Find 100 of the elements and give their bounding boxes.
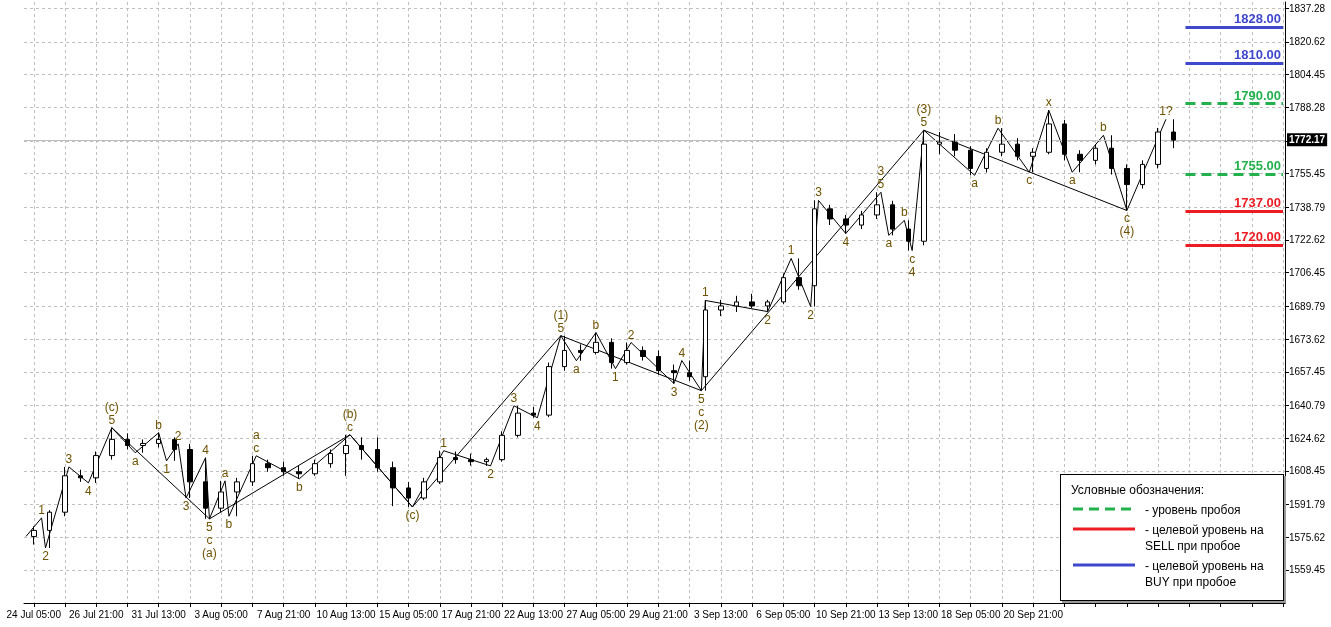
annotation: 3 (877, 164, 885, 179)
annotation: 1? (1159, 104, 1173, 119)
x-tick-label: 6 Sep 05:00 (756, 608, 811, 620)
x-tick-label: 13 Sep 13:00 (878, 608, 939, 620)
annotation: a (1068, 173, 1076, 188)
x-tick-label: 3 Aug 05:00 (194, 608, 249, 620)
annotation: c (909, 251, 916, 266)
y-tick-label: 1820.62 (1289, 36, 1326, 48)
x-tick-label: 26 Jul 21:00 (68, 608, 124, 620)
annotation: 4 (534, 418, 542, 433)
annotation: 1 (440, 435, 448, 450)
y-tick-label: 1689.79 (1289, 300, 1326, 312)
annotation: b (901, 205, 909, 220)
ref-line-label: 1810.00 (1234, 47, 1282, 63)
ref-line-label: 1772.17 (1289, 134, 1326, 146)
ref-line-label: 1790.00 (1234, 87, 1282, 103)
y-tick-label: 1706.45 (1289, 267, 1326, 279)
annotation: 3 (815, 185, 823, 200)
annotation: c (1123, 211, 1130, 226)
x-tick-label: 15 Aug 05:00 (379, 608, 439, 620)
x-tick-label: 22 Aug 13:00 (504, 608, 564, 620)
annotation: a (971, 176, 979, 191)
annotation: 1 (38, 502, 46, 517)
x-tick-label: 29 Aug 21:00 (628, 608, 689, 620)
annotation: Условные обозначения: (1071, 483, 1205, 498)
annotation: 2 (174, 428, 182, 443)
y-tick-label: 1575.62 (1289, 531, 1326, 543)
annotation: 2 (764, 312, 772, 327)
annotation: c (346, 419, 353, 434)
annotation: b (1100, 120, 1108, 135)
annotation: 2 (487, 466, 495, 481)
annotation: 3 (182, 499, 190, 514)
annotation: a (573, 361, 581, 376)
annotation: 1 (701, 285, 709, 300)
y-tick-label: 1755.45 (1289, 168, 1326, 180)
ref-line-label: 1737.00 (1234, 194, 1282, 210)
x-tick-label: 24 Jul 05:00 (6, 608, 62, 620)
annotation: - целевой уровень на SELL при пробое (1145, 522, 1265, 554)
y-tick-label: 1624.62 (1289, 432, 1326, 444)
annotation: x (1045, 95, 1052, 110)
ref-line-label: 1755.00 (1234, 158, 1282, 174)
annotation: (c) (405, 507, 420, 522)
x-tick-label: 7 Aug 21:00 (256, 608, 311, 620)
annotation: 1 (787, 243, 795, 258)
annotation: a (885, 236, 893, 251)
annotation: 4 (908, 264, 916, 279)
annotation: (a) (202, 545, 217, 560)
annotation: - целевой уровень на BUY при пробое (1145, 558, 1265, 590)
annotation: c (253, 440, 260, 455)
y-tick-label: 1608.45 (1289, 465, 1326, 477)
annotation: 5 (698, 391, 705, 406)
x-tick-label: 18 Sep 05:00 (940, 608, 1001, 620)
annotation: 4 (842, 234, 850, 249)
annotation: 5 (557, 320, 565, 335)
annotation: 4 (85, 483, 93, 498)
annotation: 3 (670, 384, 678, 399)
x-tick-label: 10 Aug 13:00 (316, 608, 376, 620)
annotation: 2 (807, 307, 815, 322)
annotation: (b) (342, 406, 358, 421)
annotation: b (295, 479, 303, 494)
annotation: 4 (202, 442, 210, 457)
annotation: (c) (104, 399, 119, 414)
annotation: b (155, 417, 163, 432)
annotation: c (206, 532, 213, 547)
y-tick-label: 1804.45 (1289, 69, 1326, 80)
annotation: (2) (694, 417, 709, 432)
annotation: c (698, 404, 705, 419)
x-tick-label: 3 Sep 13:00 (693, 608, 749, 620)
annotation: a (221, 465, 229, 480)
y-tick-label: 1591.79 (1289, 499, 1326, 511)
y-tick-label: 1738.79 (1289, 201, 1326, 213)
y-tick-label: 1673.62 (1289, 333, 1326, 345)
x-tick-label: 31 Jul 13:00 (131, 608, 187, 620)
annotation: 4 (678, 345, 686, 360)
x-tick-label: 10 Sep 21:00 (816, 608, 876, 620)
annotation: (1) (553, 307, 569, 322)
annotation: c (1026, 173, 1033, 188)
annotation: a (131, 453, 139, 468)
y-tick-label: 1559.45 (1289, 564, 1326, 576)
annotation: (3) (916, 102, 932, 117)
annotation: b (225, 517, 233, 532)
annotation: 5 (206, 519, 214, 534)
x-tick-label: 27 Aug 05:00 (566, 608, 626, 620)
annotation: 1 (163, 461, 171, 476)
annotation: (4) (1119, 224, 1135, 239)
annotation: 2 (627, 327, 635, 342)
annotation: 1 (612, 369, 620, 384)
x-tick-label: 17 Aug 21:00 (441, 608, 501, 620)
ref-line-label: 1720.00 (1234, 229, 1282, 245)
y-tick-label: 1788.28 (1289, 101, 1326, 113)
y-tick-label: 1657.45 (1289, 366, 1326, 378)
ref-line-label: 1828.00 (1234, 10, 1282, 26)
annotation: 5 (108, 412, 116, 427)
annotation: 2 (42, 549, 50, 563)
x-tick-label: 20 Sep 21:00 (1003, 608, 1064, 620)
annotation: 3 (65, 451, 73, 466)
y-tick-label: 1837.28 (1289, 2, 1326, 14)
annotation: 5 (877, 177, 885, 192)
annotation: b (994, 113, 1002, 128)
annotation: 3 (510, 390, 518, 405)
